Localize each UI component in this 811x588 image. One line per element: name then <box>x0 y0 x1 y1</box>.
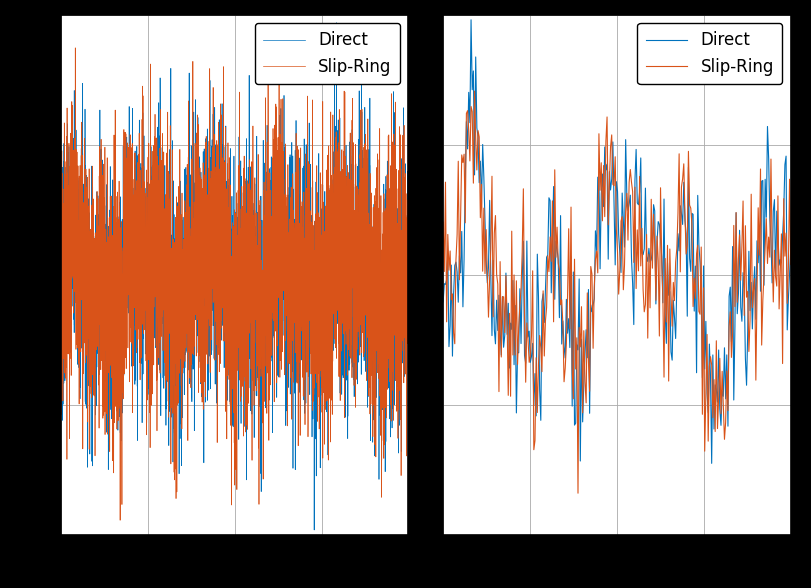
Direct <box>309 526 319 533</box>
Slip-Ring <box>189 330 199 337</box>
Slip-Ring <box>71 44 80 51</box>
Direct <box>56 282 66 289</box>
Line: Direct: Direct <box>61 23 409 530</box>
Slip-Ring <box>470 88 479 95</box>
Slip-Ring <box>786 261 796 268</box>
Direct <box>119 192 129 199</box>
Direct <box>652 238 662 245</box>
Line: Direct: Direct <box>443 20 791 463</box>
Direct <box>282 407 292 415</box>
Slip-Ring <box>756 165 766 172</box>
Slip-Ring <box>573 490 583 497</box>
Direct <box>315 465 325 472</box>
Direct <box>342 324 352 331</box>
Line: Slip-Ring: Slip-Ring <box>61 48 409 520</box>
Slip-Ring <box>438 219 448 226</box>
Direct <box>466 16 476 24</box>
Direct <box>646 256 656 263</box>
Slip-Ring <box>264 303 274 310</box>
Direct <box>404 285 414 292</box>
Direct <box>733 290 743 298</box>
Line: Slip-Ring: Slip-Ring <box>443 91 791 493</box>
Direct <box>786 246 796 253</box>
Slip-Ring <box>440 268 449 275</box>
Direct <box>264 165 274 172</box>
Direct <box>189 286 199 293</box>
Slip-Ring <box>282 260 292 268</box>
Slip-Ring <box>733 255 743 262</box>
Slip-Ring <box>115 517 125 524</box>
Legend: Direct, Slip-Ring: Direct, Slip-Ring <box>637 23 783 84</box>
Direct <box>332 19 341 26</box>
Slip-Ring <box>654 257 663 264</box>
Direct <box>646 259 655 266</box>
Direct <box>440 280 449 287</box>
Direct <box>756 288 766 295</box>
Slip-Ring <box>56 251 66 258</box>
Slip-Ring <box>315 367 325 374</box>
Slip-Ring <box>404 302 414 309</box>
Slip-Ring <box>646 196 656 203</box>
Slip-Ring <box>119 216 129 223</box>
Slip-Ring <box>647 265 657 272</box>
Legend: Direct, Slip-Ring: Direct, Slip-Ring <box>255 23 400 84</box>
Direct <box>707 460 717 467</box>
Slip-Ring <box>342 250 352 258</box>
Direct <box>438 298 448 305</box>
